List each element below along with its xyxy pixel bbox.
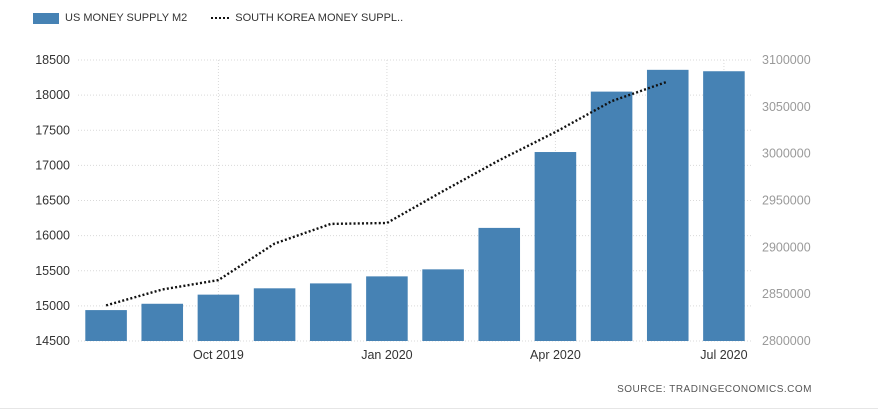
y-left-tick-label: 14500 — [35, 334, 70, 348]
y-left-tick-label: 18500 — [35, 53, 70, 67]
bar-us-m2 — [197, 294, 240, 341]
bottom-divider — [0, 408, 878, 409]
legend-label-south-korea: SOUTH KOREA MONEY SUPPL.. — [235, 12, 404, 24]
bar-us-m2 — [422, 269, 464, 341]
x-tick-label: Apr 2020 — [530, 348, 581, 362]
legend: US MONEY SUPPLY M2 SOUTH KOREA MONEY SUP… — [33, 12, 427, 24]
y-right-tick-label: 2900000 — [762, 240, 811, 254]
y-left-tick-label: 17000 — [35, 158, 70, 172]
y-right-tick-label: 2850000 — [762, 287, 811, 301]
bar-us-m2 — [309, 283, 352, 341]
line-south-korea — [105, 80, 669, 307]
bar-us-m2 — [646, 69, 689, 342]
y-right-tick-label: 2800000 — [762, 334, 811, 348]
y-left-tick-label: 16500 — [35, 194, 70, 208]
y-left-tick-label: 15000 — [35, 299, 70, 313]
source-credit[interactable]: SOURCE: TRADINGECONOMICS.COM — [617, 384, 812, 395]
bar-us-m2 — [534, 152, 577, 341]
y-left-tick-label: 16000 — [35, 229, 70, 243]
bar-us-m2 — [141, 303, 184, 341]
y-right-tick-label: 3100000 — [762, 53, 811, 67]
legend-line-swatch — [211, 17, 230, 19]
bar-us-m2 — [703, 71, 745, 342]
y-right-tick-label: 3000000 — [762, 147, 811, 161]
bar-us-m2 — [590, 91, 633, 341]
legend-item-south-korea[interactable]: SOUTH KOREA MONEY SUPPL.. — [211, 12, 403, 24]
legend-bar-swatch — [33, 12, 59, 24]
x-tick-label: Jan 2020 — [361, 348, 412, 362]
legend-item-us-m2[interactable]: US MONEY SUPPLY M2 — [33, 12, 187, 24]
x-tick-label: Oct 2019 — [193, 348, 244, 362]
y-left-tick-label: 15500 — [35, 264, 70, 278]
y-right-tick-label: 2950000 — [762, 194, 811, 208]
bar-us-m2 — [253, 288, 296, 341]
bar-us-m2 — [85, 310, 127, 341]
x-tick-label: Jul 2020 — [700, 348, 747, 362]
y-left-tick-label: 17500 — [35, 123, 70, 137]
bar-us-m2 — [366, 276, 408, 341]
bar-us-m2 — [478, 227, 521, 341]
y-left-tick-label: 18000 — [35, 88, 70, 102]
legend-label-us-m2: US MONEY SUPPLY M2 — [65, 12, 188, 24]
y-right-tick-label: 3050000 — [762, 100, 811, 114]
